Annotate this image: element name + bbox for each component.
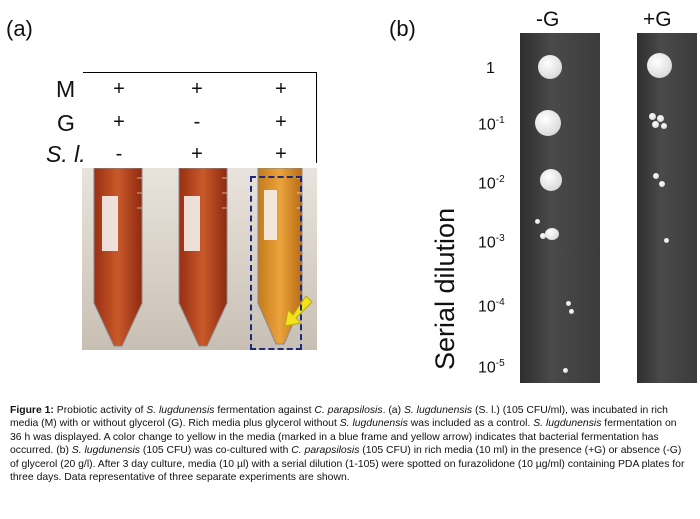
caption-species: C. parapsilosis xyxy=(314,405,383,416)
figure-label: Figure 1: xyxy=(10,405,54,416)
plate-plus-g xyxy=(637,33,697,383)
caption-species: S. lugdunensis xyxy=(533,418,602,430)
column-header-minus-g: -G xyxy=(536,8,560,31)
caption-text: (105 CFU) was co-cultured with xyxy=(139,445,292,457)
dilution-label-0: 1 xyxy=(486,60,495,78)
row-label-g: G xyxy=(57,110,75,136)
colony-spot xyxy=(535,219,540,224)
tubes-illustration xyxy=(93,168,313,347)
colony-spot xyxy=(540,233,546,239)
dilution-exponent: -4 xyxy=(495,297,505,308)
colony-spot xyxy=(569,309,574,314)
cell-m-3: + xyxy=(275,78,287,100)
caption-species: C. parapsilosis xyxy=(291,445,360,457)
cell-m-1: + xyxy=(113,78,125,100)
colony-spot xyxy=(653,173,659,179)
colony-spot xyxy=(538,55,562,79)
panel-b-label: (b) xyxy=(389,16,416,41)
caption-text: Probiotic activity of xyxy=(53,405,147,416)
caption-text: (S. l.) (105 CFU/ml), was incubated in r… xyxy=(10,405,668,430)
colony-spot xyxy=(540,169,562,191)
dilution-exponent: -2 xyxy=(495,174,505,185)
colony-spot xyxy=(664,238,669,243)
cell-g-2: - xyxy=(193,111,201,133)
caption-text: . (a) xyxy=(382,405,404,416)
colony-spot xyxy=(652,121,659,128)
colony-spot xyxy=(661,123,667,129)
figure-caption: Figure 1: Probiotic activity of S. lugdu… xyxy=(10,404,690,484)
caption-text: was included as a control. xyxy=(407,418,534,430)
caption-text: (105 CFU) in rich media (10 ml) in the p… xyxy=(10,445,685,484)
dilution-label-1: 10-1 xyxy=(478,115,505,134)
colony-spot xyxy=(647,53,672,78)
colony-spot xyxy=(649,113,656,120)
dilution-label-4: 10-4 xyxy=(478,297,505,316)
caption-species: S. lugdunensis xyxy=(339,418,408,430)
dilution-label-2: 10-2 xyxy=(478,174,505,193)
caption-text: fermentation against xyxy=(214,405,315,416)
cell-g-3: + xyxy=(275,111,287,133)
highlight-frame xyxy=(250,176,302,350)
cell-sl-3: + xyxy=(275,143,287,165)
column-header-plus-g: +G xyxy=(643,8,672,31)
dilution-exponent: -5 xyxy=(495,358,505,369)
dilution-base: 10 xyxy=(478,116,496,134)
dilution-base: 10 xyxy=(478,359,496,377)
dilution-exponent: -3 xyxy=(495,233,505,244)
dilution-base: 10 xyxy=(478,175,496,193)
cell-sl-1: - xyxy=(115,143,123,165)
cell-m-2: + xyxy=(191,78,203,100)
colony-spot xyxy=(566,301,571,306)
dilution-base: 10 xyxy=(478,298,496,316)
yellow-arrow-icon xyxy=(284,295,313,327)
tube-photo xyxy=(82,168,317,350)
colony-spot xyxy=(657,115,664,122)
cell-sl-2: + xyxy=(191,143,203,165)
dilution-exponent: -1 xyxy=(495,115,505,126)
colony-spot xyxy=(659,181,665,187)
panel-a-label: (a) xyxy=(6,16,33,41)
cell-g-1: + xyxy=(113,111,125,133)
row-label-m: M xyxy=(56,76,76,102)
colony-spot xyxy=(563,368,568,373)
dilution-label-5: 10-5 xyxy=(478,358,505,377)
colony-spot xyxy=(535,110,561,136)
y-axis-label: Serial dilution xyxy=(430,207,460,370)
caption-species: S. lugdunensis xyxy=(403,405,473,416)
dilution-base: 1 xyxy=(486,60,495,77)
plate-minus-g xyxy=(520,33,600,383)
caption-species: S. lugdunensis xyxy=(146,405,215,416)
row-label-sl: S. l. xyxy=(46,141,86,167)
condition-table-frame xyxy=(83,72,317,163)
dilution-base: 10 xyxy=(478,234,496,252)
caption-species: S. lugdunensis xyxy=(71,445,140,457)
colony-spot xyxy=(545,228,559,240)
dilution-label-3: 10-3 xyxy=(478,233,505,252)
caption-text: fermentation on 36 h was displayed. A co… xyxy=(10,418,677,457)
